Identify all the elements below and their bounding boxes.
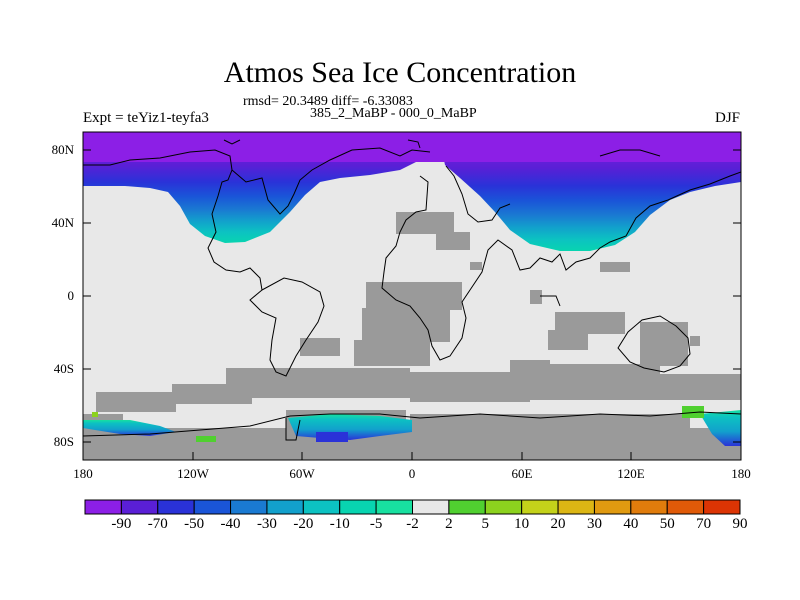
colorbar-tick-label: -5 — [369, 516, 383, 532]
colorbar-tick-label: -20 — [293, 516, 314, 532]
colorbar-tick-label: 50 — [659, 516, 675, 532]
colorbar-tick-label: -2 — [406, 516, 419, 532]
colorbar-box — [666, 499, 705, 515]
sh-ice-weddell-core — [316, 432, 348, 442]
axis-ticks — [82, 149, 742, 460]
lon-label-60e: 60E — [511, 466, 533, 481]
colorbar-box — [120, 499, 159, 515]
colorbar-tick-label: -10 — [329, 516, 350, 532]
colorbar-box — [412, 499, 450, 515]
colorbar-tick-label: 40 — [623, 516, 639, 532]
colorbar-tick-label: 5 — [481, 516, 490, 532]
lon-label-180w: 180 — [73, 466, 93, 481]
lon-label-120w: 120W — [177, 466, 209, 481]
colorbar-tick-label: 90 — [732, 516, 748, 532]
stats-line: rmsd= 20.3489 diff= -6.33083 — [243, 94, 413, 109]
subtitle: 385_2_MaBP - 000_0_MaBP — [310, 106, 477, 121]
colorbar-box — [339, 499, 377, 515]
sh-ice-positive-3 — [92, 412, 98, 417]
lat-label-40s: 40S — [53, 361, 74, 376]
sh-ice-positive-2 — [196, 436, 216, 442]
lat-label-40n: 40N — [51, 215, 74, 230]
colorbar-box — [230, 499, 268, 515]
lon-label-120e: 120E — [617, 466, 645, 481]
lat-label-80n: 80N — [51, 142, 74, 157]
lon-label-0: 0 — [408, 466, 416, 481]
colorbar-box — [266, 499, 304, 515]
colorbar-box — [302, 499, 341, 515]
colorbar-tick-label: 20 — [550, 516, 566, 532]
lat-label-0: 0 — [67, 288, 75, 303]
lat-label-80s: 80S — [53, 434, 74, 449]
colorbar-box — [630, 499, 668, 515]
colorbar-tick-label: -40 — [220, 516, 241, 532]
colorbar-box — [84, 499, 122, 515]
colorbar-box — [557, 499, 595, 515]
colorbar-tick-label: 70 — [696, 516, 712, 532]
colorbar-box — [193, 499, 232, 515]
lon-label-60w: 60W — [289, 466, 315, 481]
colorbar-tick-label: 30 — [586, 516, 602, 532]
colorbar-box — [157, 499, 195, 515]
nh-ice-core — [83, 132, 741, 162]
colorbar-box — [593, 499, 632, 515]
plot-title: Atmos Sea Ice Concentration — [223, 56, 577, 89]
colorbar-tick-label: -90 — [111, 516, 132, 532]
lon-label-180e: 180 — [731, 466, 751, 481]
colorbar-box — [448, 499, 486, 515]
colorbar-tick-label: -50 — [184, 516, 205, 532]
coastlines — [83, 139, 741, 441]
sh-ice-ross — [83, 420, 176, 436]
season-label: DJF — [714, 110, 740, 126]
colorbar-box — [703, 499, 741, 515]
colorbar-tick-label: -70 — [147, 516, 168, 532]
colorbar-tick-label: 10 — [514, 516, 530, 532]
colorbar-box — [521, 499, 559, 515]
colorbar-tick-label: 2 — [445, 516, 453, 532]
colorbar-box — [375, 499, 414, 515]
experiment-label: Expt = teYiz1-teyfa3 — [83, 110, 209, 126]
sh-ice-positive-1 — [682, 406, 704, 418]
sh-ice-east-antarctic — [700, 410, 741, 446]
colorbar-tick-label: -30 — [256, 516, 277, 532]
colorbar-box — [484, 499, 523, 515]
